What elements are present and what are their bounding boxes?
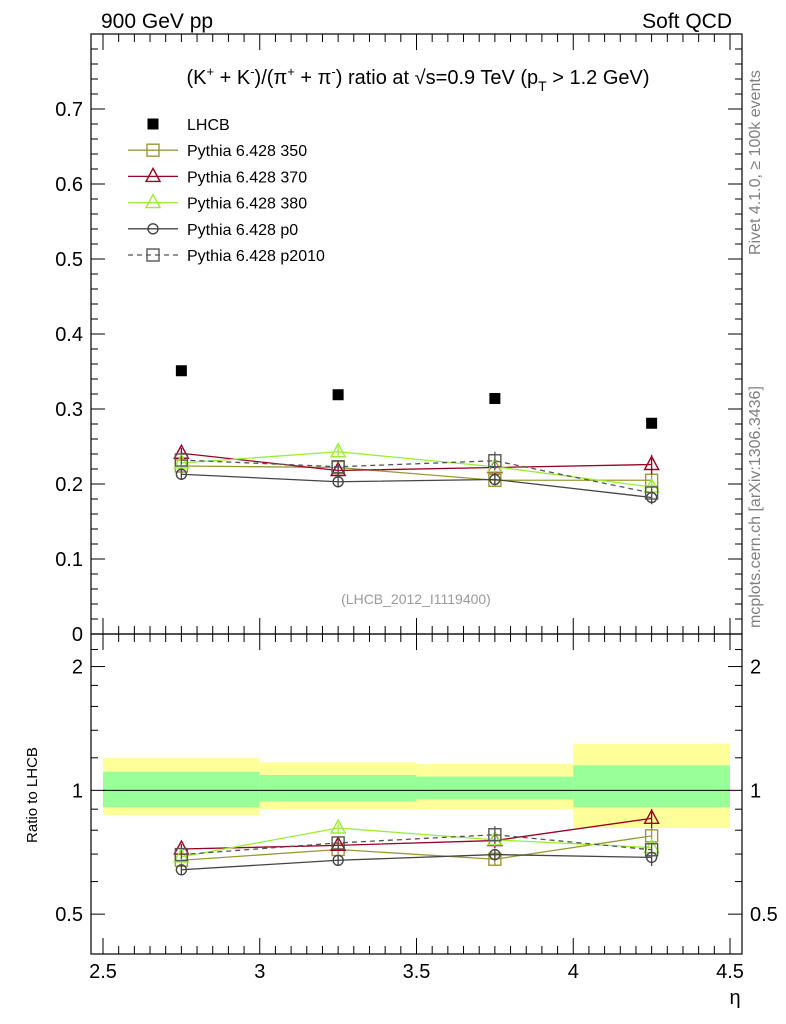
ratio-band-inner <box>103 771 260 808</box>
data-point <box>489 393 501 404</box>
legend-marker <box>146 143 160 157</box>
legend-label: LHCB <box>187 117 230 134</box>
header-left: 900 GeV pp <box>101 10 213 33</box>
ratio-point <box>488 828 502 842</box>
legend-label: Pythia 6.428 370 <box>187 169 307 186</box>
y-tick-label: 0.3 <box>55 399 83 421</box>
ratio-ylabel: Ratio to LHCB <box>24 747 41 843</box>
legend-marker <box>144 193 162 209</box>
y-tick-label: 0.6 <box>55 174 83 196</box>
ratio-y-tick-label: 0.5 <box>55 904 83 926</box>
y-tick-label: 0 <box>72 624 83 646</box>
data-point <box>175 365 187 377</box>
series-point <box>332 476 344 488</box>
main-series <box>173 365 660 505</box>
ratio-y-tick-label: 2 <box>72 657 83 679</box>
ratio-y-tick-label: 0.5 <box>750 904 778 926</box>
legend-marker <box>144 166 162 183</box>
ratio-band-inner <box>416 776 574 800</box>
x-tick-label: 4 <box>568 961 579 983</box>
ratio-point <box>331 836 345 850</box>
ratio-point <box>332 854 344 866</box>
y-tick-label: 0.2 <box>55 474 83 496</box>
series-point <box>173 453 190 469</box>
ratio-band-inner <box>573 765 730 808</box>
ratio-series-line <box>181 835 652 861</box>
ratio-bands <box>103 743 730 828</box>
series-line <box>181 473 652 499</box>
series-point <box>489 473 501 486</box>
series-point <box>329 442 347 458</box>
y-tick-label: 0.1 <box>55 549 83 571</box>
ratio-y-tick-label: 2 <box>750 657 761 679</box>
series-point <box>643 455 660 471</box>
ratio-point <box>173 847 190 863</box>
axes <box>90 33 743 955</box>
x-axis-label: η <box>729 987 740 1009</box>
x-tick-label: 2.5 <box>89 961 117 983</box>
ratio-series-line <box>181 834 652 856</box>
legend-label: Pythia 6.428 p2010 <box>187 248 325 265</box>
ratio-point <box>489 848 501 861</box>
ratio-y-tick-label: 1 <box>750 780 761 802</box>
ratio-series-line <box>181 853 652 871</box>
series-point <box>329 461 347 477</box>
ratio-series <box>173 808 660 876</box>
series-point <box>175 468 188 480</box>
series-point <box>488 454 502 468</box>
x-tick-label: 3 <box>254 961 265 983</box>
series-line <box>181 459 652 494</box>
legend-label: Pythia 6.428 p0 <box>187 222 298 239</box>
legend-marker <box>147 118 159 130</box>
x-tick-label: 3.5 <box>403 961 431 983</box>
legend-label: Pythia 6.428 380 <box>187 196 307 213</box>
ratio-point <box>643 808 660 825</box>
series-point <box>644 486 659 500</box>
ratio-series-line <box>181 827 652 858</box>
ratio-point <box>644 843 659 857</box>
series-point <box>331 460 345 474</box>
y-tick-label: 0.4 <box>55 324 83 346</box>
series-line <box>181 465 652 481</box>
chart-title: (K+ + K-)/(π+ + π-) ratio at √s=0.9 TeV … <box>186 64 649 94</box>
tick-labels: 0.1 0.2 0.3 0.4 0.5 0.6 0.7 0 2.5 3 3.5 4 4.5 0.5 0.5 1… <box>55 99 778 983</box>
ratio-point <box>175 864 188 876</box>
ratio-point <box>329 818 347 834</box>
series-point <box>486 457 504 473</box>
y-tick-label: 0.5 <box>55 249 83 271</box>
legend: LHCB Pythia 6.428 350 Pythia 6.428 370 Pyth… <box>128 117 325 265</box>
analysis-id: (LHCB_2012_I1119400) <box>341 591 491 607</box>
ratio-y-tick-label: 1 <box>72 780 83 802</box>
ratio-point <box>329 835 347 852</box>
ratio-point <box>486 830 504 846</box>
ratio-band-inner <box>259 774 417 802</box>
ratio-series-line <box>181 817 652 850</box>
x-tick-label: 4.5 <box>716 961 744 983</box>
series-point <box>174 453 189 467</box>
legend-marker <box>147 223 159 235</box>
ratio-point <box>174 847 189 862</box>
legend-marker <box>146 248 160 262</box>
mcplots-label: mcplots.cern.ch [arXiv:1306.3436] <box>747 386 764 628</box>
series-line <box>181 451 652 488</box>
header-right: Soft QCD <box>642 10 732 33</box>
y-tick-label: 0.7 <box>55 99 83 121</box>
legend-label: Pythia 6.428 350 <box>187 143 307 160</box>
series-line <box>181 452 652 472</box>
data-point <box>646 417 658 429</box>
rivet-label: Rivet 4.1.0, ≥ 100k events <box>747 70 764 255</box>
data-point <box>332 389 344 401</box>
